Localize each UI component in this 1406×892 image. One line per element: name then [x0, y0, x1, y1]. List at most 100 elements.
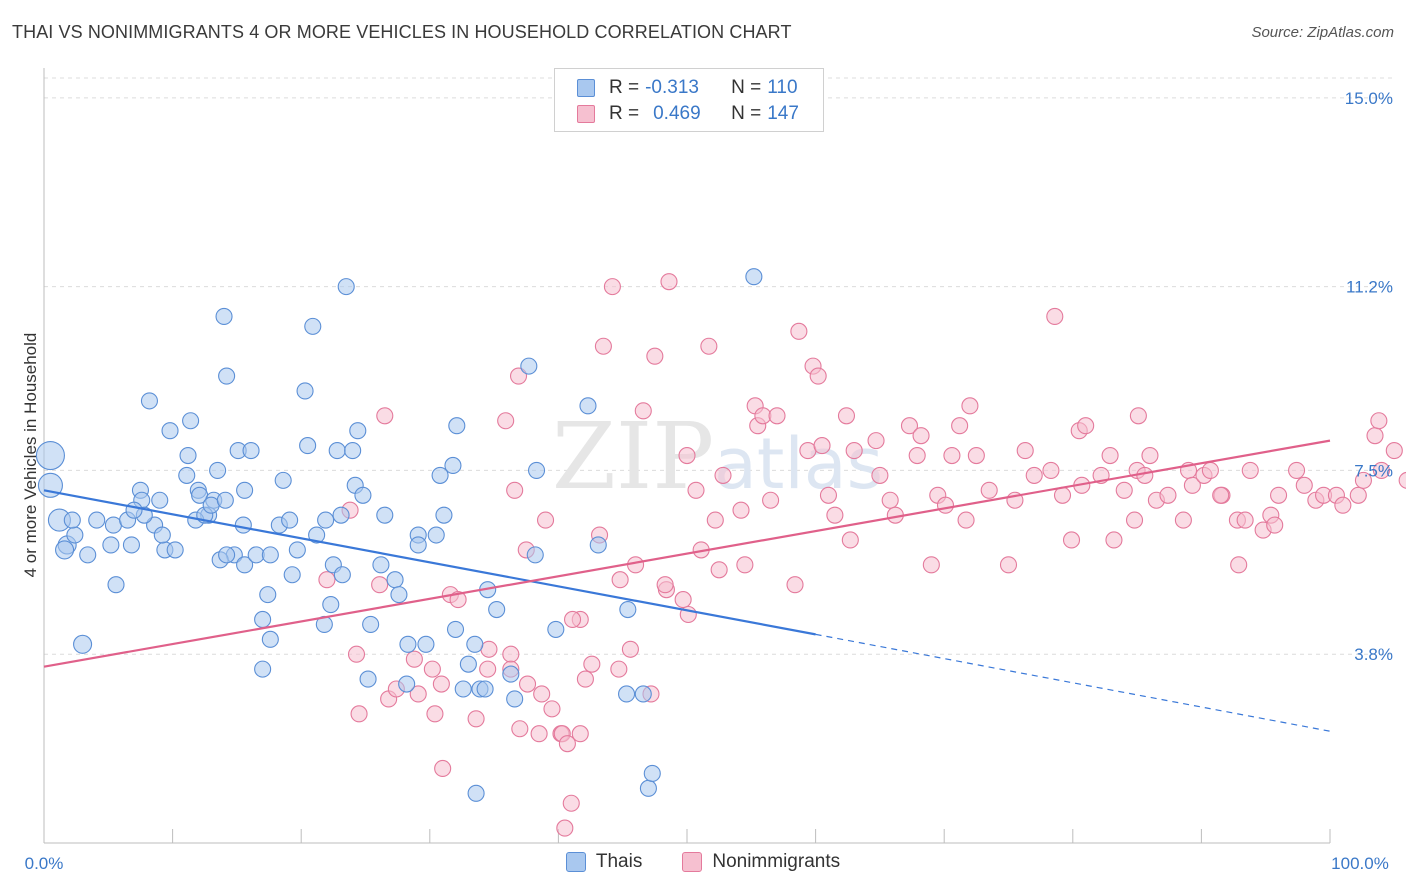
- thais-point: [502, 665, 520, 683]
- thais-point: [745, 268, 763, 286]
- thais-point: [236, 481, 254, 499]
- nonimmigrants-point: [736, 556, 754, 574]
- thais-point: [274, 471, 292, 489]
- nonimmigrants-point: [423, 660, 441, 678]
- x-tick-label: 100.0%: [1331, 854, 1389, 873]
- thais-point: [215, 307, 233, 325]
- nonimmigrants-point: [1230, 556, 1248, 574]
- thais-point: [288, 541, 306, 559]
- thais-point: [216, 491, 234, 509]
- nonimmigrants-point: [347, 645, 366, 663]
- nonimmigrants-point: [432, 675, 450, 693]
- thais-point: [390, 586, 408, 604]
- nonimmigrants-point: [714, 466, 732, 484]
- nonimmigrants-point: [1129, 407, 1147, 425]
- nonimmigrants-point: [1136, 466, 1154, 484]
- thais-point: [236, 556, 254, 574]
- thais-point: [234, 516, 252, 534]
- nonimmigrants-point: [957, 511, 975, 529]
- tick-labels: 3.8% 7.5% 11.2% 15.0% 0.0% 100.0%: [25, 89, 1393, 873]
- legend-n-label: N =: [731, 77, 762, 98]
- thais-point: [73, 634, 93, 654]
- thais-point: [218, 546, 236, 564]
- nonimmigrants-point: [1062, 531, 1081, 549]
- y-tick-label: 11.2%: [1346, 278, 1393, 297]
- legend-item-nonimmigrants[interactable]: Nonimmigrants: [682, 851, 840, 873]
- nonimmigrants-point: [999, 556, 1018, 574]
- nonimmigrants-point: [518, 675, 537, 693]
- thais-point: [446, 620, 465, 638]
- trend-lines: [43, 439, 1331, 732]
- nonimmigrants-point: [350, 705, 368, 723]
- legend-label-thais: Thais: [595, 851, 643, 872]
- nonimmigrants-point: [434, 759, 452, 778]
- nonimmigrants-point: [376, 407, 394, 425]
- nonimmigrants-point: [621, 640, 639, 658]
- thais-trend-extension: [815, 633, 1331, 732]
- thais-point: [151, 491, 169, 509]
- thais-point: [409, 536, 427, 554]
- thais-point: [372, 556, 390, 574]
- nonimmigrants-point: [1212, 486, 1230, 504]
- thais-point: [431, 466, 449, 484]
- nonimmigrants-point: [634, 402, 652, 420]
- nonimmigrants-point: [611, 571, 629, 589]
- thais-point: [328, 442, 346, 460]
- nonimmigrants-point: [1141, 446, 1159, 465]
- thais-point: [178, 466, 196, 484]
- nonimmigrants-point: [943, 446, 961, 465]
- nonimmigrants-point: [583, 655, 601, 673]
- thais-point: [322, 596, 340, 614]
- thais-point: [448, 417, 466, 435]
- nonimmigrants-point: [922, 556, 940, 574]
- nonimmigrants-point: [571, 725, 589, 743]
- nonimmigrants-point: [1025, 466, 1043, 484]
- thais-point: [618, 685, 636, 703]
- thais-point: [427, 526, 445, 544]
- thais-point: [467, 784, 485, 802]
- legend-row-thais: R = -0.313 N = 110: [577, 75, 798, 101]
- nonimmigrants-point: [1334, 496, 1352, 514]
- nonimmigrants-point: [837, 407, 856, 425]
- nonimmigrants-point: [467, 710, 485, 728]
- nonimmigrants-point: [1125, 511, 1144, 529]
- thais-point: [399, 635, 417, 653]
- y-axis-label: 4 or more Vehicles in Household: [21, 333, 40, 578]
- nonimmigrants-point: [1183, 476, 1201, 494]
- thais-point: [376, 506, 394, 524]
- nonimmigrants-point: [1241, 461, 1259, 479]
- legend-item-thais[interactable]: Thais: [565, 851, 643, 873]
- thais-point: [317, 511, 335, 529]
- thais-point: [218, 367, 236, 385]
- nonimmigrants-point: [1266, 516, 1284, 534]
- thais-point: [634, 685, 652, 703]
- legend-r-value: -0.313: [645, 77, 699, 98]
- thais-point: [261, 630, 279, 648]
- thais-point: [398, 675, 416, 693]
- thais-point: [261, 546, 279, 564]
- thais-point: [643, 764, 661, 783]
- thais-point: [242, 442, 260, 460]
- source-label: Source: ZipAtlas.com: [1251, 24, 1394, 41]
- x-tick-label: 0.0%: [25, 854, 64, 873]
- nonimmigrants-point: [543, 700, 561, 718]
- legend-n-value: 147: [767, 103, 799, 124]
- thais-point: [386, 571, 404, 589]
- nonimmigrants-point: [409, 685, 427, 703]
- nonimmigrants-points: [318, 273, 1406, 837]
- legend-row-nonimmigrants: R = 0.469 N = 147: [577, 101, 799, 127]
- thais-point: [35, 440, 65, 471]
- thais-point: [362, 615, 380, 633]
- nonimmigrants-point: [881, 491, 899, 509]
- thais-point: [88, 511, 106, 529]
- nonimmigrants-point: [511, 720, 529, 738]
- nonimmigrants-point: [556, 819, 574, 837]
- nonimmigrants-point: [826, 506, 844, 524]
- nonimmigrants-point: [1370, 412, 1388, 430]
- nonimmigrants-point: [1159, 486, 1177, 504]
- thais-point: [589, 536, 607, 554]
- legend-swatch-nonimmigrants: [682, 852, 703, 872]
- thais-point: [140, 392, 159, 410]
- nonimmigrants-point: [576, 670, 594, 688]
- thais-point: [179, 446, 197, 465]
